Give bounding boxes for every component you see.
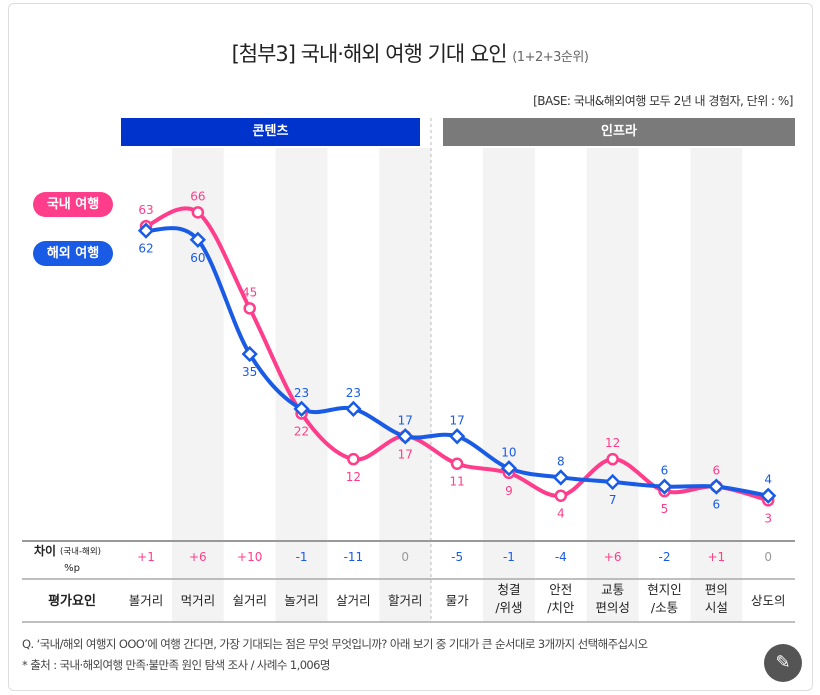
data-label: 5 — [661, 502, 669, 516]
magic-wand-icon[interactable]: ✎ — [764, 644, 802, 682]
diff-value: -1 — [503, 550, 515, 564]
point-overseas — [760, 487, 777, 504]
category-label: 현지인 — [647, 582, 682, 597]
data-label: 60 — [190, 251, 205, 265]
diff-label: 차이 — [34, 543, 56, 558]
category-label: 교통 — [601, 582, 624, 597]
data-label: 9 — [505, 484, 513, 498]
chart-title: [첨부3] 국내·해외 여행 기대 요인 (1+2+3순위) — [231, 42, 589, 66]
diff-value: +1 — [137, 550, 155, 564]
category-label: 편의 — [705, 582, 728, 597]
category-label: /소통 — [651, 600, 678, 615]
diff-value: +6 — [189, 550, 207, 564]
category-label: 쉴거리 — [232, 593, 267, 608]
point-overseas — [293, 400, 310, 418]
diff-value: +1 — [707, 550, 725, 564]
legend-domestic: 국내 여행 — [33, 192, 113, 217]
data-label: 6 — [713, 464, 721, 478]
diff-unit: %p — [64, 563, 80, 574]
data-label: 22 — [294, 424, 309, 438]
data-label: 66 — [190, 189, 205, 203]
column-shade — [379, 148, 432, 622]
data-label: 12 — [605, 436, 620, 450]
point-overseas — [552, 469, 569, 486]
data-label: 63 — [138, 203, 153, 217]
question-note: Q. ‘국내/해외 여행지 OOO’에 여행 간다면, 가장 기대되는 점은 무… — [22, 637, 648, 651]
diff-value: -11 — [344, 550, 364, 564]
point-domestic — [606, 452, 619, 466]
diff-value: -1 — [296, 550, 308, 564]
data-label: 4 — [557, 507, 565, 521]
source-note: * 출처 : 국내·해외여행 만족·불만족 원인 탐색 조사 / 사례수 1,0… — [22, 658, 330, 672]
data-label: 6 — [661, 464, 669, 478]
diff-value: +10 — [237, 550, 262, 564]
category-label: /치안 — [547, 600, 575, 615]
data-label: 8 — [557, 454, 565, 468]
data-label: 10 — [501, 445, 516, 459]
data-label: 17 — [398, 413, 413, 427]
row-label: 평가요인 — [48, 593, 96, 609]
point-overseas — [448, 428, 466, 445]
data-label: 17 — [398, 447, 413, 461]
title-sub: (1+2+3순위) — [512, 50, 589, 65]
data-label: 23 — [294, 386, 309, 400]
point-overseas — [397, 428, 414, 445]
category-label: /위생 — [495, 600, 522, 615]
diff-value: 0 — [401, 550, 409, 564]
point-overseas — [708, 478, 725, 495]
data-label: 45 — [242, 285, 257, 299]
group-header-contents: 콘텐츠 — [121, 118, 420, 146]
legend-overseas: 해외 여행 — [33, 241, 113, 266]
point-overseas — [604, 473, 621, 491]
point-overseas — [656, 478, 673, 495]
column-shade — [690, 148, 743, 622]
category-label: 물가 — [446, 593, 470, 608]
data-label: 4 — [764, 473, 772, 487]
category-label: 먹거리 — [181, 593, 216, 608]
data-label: 35 — [242, 365, 257, 379]
category-label: 청결 — [497, 582, 520, 597]
point-overseas — [500, 460, 518, 477]
column-shade — [586, 148, 639, 622]
category-label: 살거리 — [336, 593, 371, 608]
point-domestic — [554, 489, 568, 502]
category-label: 볼거리 — [129, 593, 164, 608]
category-label: 상도의 — [751, 593, 786, 608]
point-domestic — [347, 452, 360, 466]
data-label: 7 — [609, 493, 617, 507]
series-line-domestic — [145, 206, 769, 503]
category-label: 편의성 — [595, 600, 630, 615]
diff-value: +6 — [604, 550, 622, 564]
point-overseas — [137, 222, 155, 239]
category-label: 놀거리 — [284, 593, 319, 608]
point-overseas — [189, 231, 206, 248]
data-label: 17 — [449, 413, 464, 427]
diff-value: -4 — [555, 550, 567, 564]
data-label: 62 — [138, 242, 153, 256]
diff-value: -5 — [451, 550, 463, 564]
data-label: 23 — [346, 386, 361, 400]
point-domestic — [243, 302, 256, 315]
base-note: [BASE: 국내&해외여행 모두 2년 내 경험자, 단위 : %] — [533, 94, 793, 108]
category-label: 안전 — [549, 582, 572, 597]
data-label: 11 — [449, 475, 464, 489]
diff-value: -2 — [659, 550, 671, 564]
point-overseas — [345, 400, 362, 418]
data-label: 6 — [713, 498, 721, 512]
column-shade — [483, 148, 535, 622]
category-label: 할거리 — [388, 593, 423, 608]
point-domestic — [450, 457, 464, 470]
point-overseas — [241, 345, 258, 363]
diff-value: 0 — [764, 550, 772, 564]
group-header-infra: 인프라 — [443, 118, 795, 146]
diff-label-sub: (국내-해외) — [60, 546, 101, 557]
data-label: 12 — [346, 470, 361, 484]
series-line-overseas — [145, 226, 769, 498]
category-label: 시설 — [705, 600, 728, 615]
data-label: 3 — [764, 511, 772, 525]
point-domestic — [191, 206, 205, 219]
